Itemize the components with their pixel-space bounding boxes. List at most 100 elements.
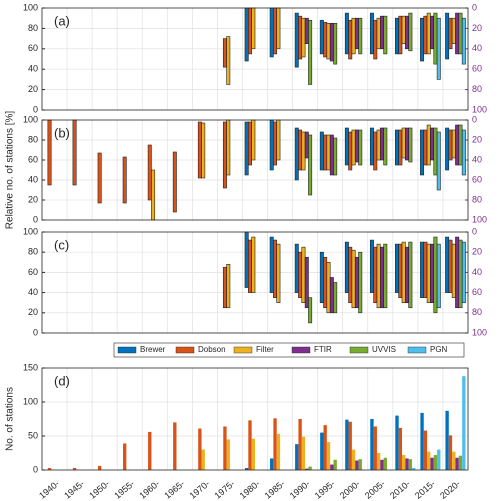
range-bar bbox=[319, 131, 324, 171]
range-bar bbox=[379, 246, 384, 309]
range-bar bbox=[358, 17, 363, 55]
range-bar bbox=[369, 127, 374, 166]
range-bar bbox=[383, 127, 388, 166]
range-bar bbox=[423, 15, 428, 55]
y2-tick-label: 20 bbox=[472, 23, 482, 33]
range-bar bbox=[273, 121, 278, 166]
bar bbox=[373, 426, 377, 470]
bar bbox=[376, 453, 381, 470]
range-bar bbox=[197, 121, 202, 179]
bar bbox=[173, 422, 177, 470]
legend-label: Filter bbox=[256, 345, 274, 354]
bar bbox=[380, 459, 384, 470]
panel-label: (b) bbox=[54, 125, 70, 140]
bar bbox=[462, 376, 466, 470]
y2-tick-label: 80 bbox=[472, 194, 482, 204]
range-bar bbox=[244, 7, 249, 62]
range-bar bbox=[298, 251, 303, 298]
range-bar bbox=[455, 12, 460, 55]
range-bar bbox=[248, 7, 252, 55]
x-tick-label: 1950- bbox=[87, 478, 111, 500]
range-bar bbox=[373, 131, 378, 171]
range-bar bbox=[401, 127, 406, 159]
range-bar bbox=[308, 19, 313, 85]
range-bar bbox=[329, 22, 334, 62]
y2-tick-label: 100 bbox=[472, 214, 487, 224]
range-bar bbox=[319, 19, 324, 55]
range-bar bbox=[445, 12, 450, 60]
x-tick-label: 1975- bbox=[213, 478, 237, 500]
plot-frame bbox=[41, 367, 469, 471]
bar bbox=[270, 458, 274, 470]
x-tick-label: 1955- bbox=[112, 478, 136, 500]
y2-tick-label: 80 bbox=[472, 84, 482, 94]
range-bar bbox=[436, 17, 441, 80]
range-bar bbox=[401, 241, 406, 304]
bar bbox=[433, 455, 438, 470]
range-bar bbox=[354, 129, 359, 163]
range-bar bbox=[398, 243, 403, 298]
range-bar bbox=[395, 243, 399, 293]
y2-tick-label: 40 bbox=[472, 43, 482, 53]
range-bar bbox=[222, 121, 227, 189]
x-tick-label: 1970- bbox=[187, 478, 211, 500]
y2-tick-label: 0 bbox=[472, 226, 477, 236]
bar bbox=[452, 451, 456, 470]
range-bar bbox=[244, 121, 249, 176]
range-bar bbox=[251, 7, 256, 50]
range-bar bbox=[408, 127, 413, 163]
range-bar bbox=[147, 144, 152, 201]
range-bar bbox=[326, 134, 331, 171]
range-bar bbox=[244, 231, 249, 288]
range-bar bbox=[369, 12, 374, 55]
y-tick-label: 60 bbox=[28, 267, 38, 277]
range-bar bbox=[329, 134, 334, 176]
bar bbox=[248, 420, 252, 470]
bar bbox=[402, 455, 406, 470]
range-bar bbox=[323, 21, 328, 58]
range-bar bbox=[269, 119, 274, 171]
y2-tick-label: 40 bbox=[472, 154, 482, 164]
range-bar bbox=[351, 249, 356, 309]
bar bbox=[420, 412, 424, 470]
range-bar bbox=[122, 156, 127, 204]
range-bar bbox=[369, 239, 374, 293]
range-bar bbox=[395, 129, 399, 166]
range-bar bbox=[408, 12, 413, 52]
range-bar bbox=[348, 131, 353, 171]
range-bar bbox=[405, 15, 409, 50]
legend-swatch bbox=[233, 346, 253, 354]
range-bar bbox=[276, 119, 281, 161]
x-tick-label: 2020- bbox=[438, 478, 462, 500]
legend-label: UVVIS bbox=[372, 345, 396, 354]
legend-box bbox=[113, 342, 465, 358]
range-bar bbox=[458, 12, 463, 55]
bar bbox=[251, 438, 255, 470]
range-bar bbox=[273, 239, 278, 298]
range-bar bbox=[251, 236, 256, 293]
range-bar bbox=[222, 38, 227, 68]
range-bar bbox=[430, 127, 435, 161]
y-tick-label: 20 bbox=[28, 307, 38, 317]
bar bbox=[295, 444, 299, 470]
bar bbox=[412, 467, 416, 470]
y-tick-label: 80 bbox=[28, 134, 38, 144]
y-tick-label: 60 bbox=[28, 154, 38, 164]
bar bbox=[323, 425, 327, 470]
range-bar bbox=[379, 15, 384, 50]
range-bar bbox=[348, 246, 353, 303]
bar bbox=[430, 457, 434, 470]
range-bar bbox=[47, 119, 52, 186]
range-bar bbox=[461, 241, 466, 304]
bar bbox=[437, 449, 441, 470]
range-bar bbox=[458, 124, 463, 166]
y-axis-label: Relative no. of stations [%] bbox=[5, 111, 16, 230]
range-bar bbox=[455, 124, 460, 166]
range-bar bbox=[376, 243, 381, 309]
y-tick-label: 100 bbox=[23, 114, 38, 124]
range-bar bbox=[226, 36, 231, 85]
range-bar bbox=[448, 17, 453, 50]
range-bar bbox=[423, 129, 428, 166]
bar bbox=[455, 457, 459, 470]
y-tick-label: 20 bbox=[28, 84, 38, 94]
